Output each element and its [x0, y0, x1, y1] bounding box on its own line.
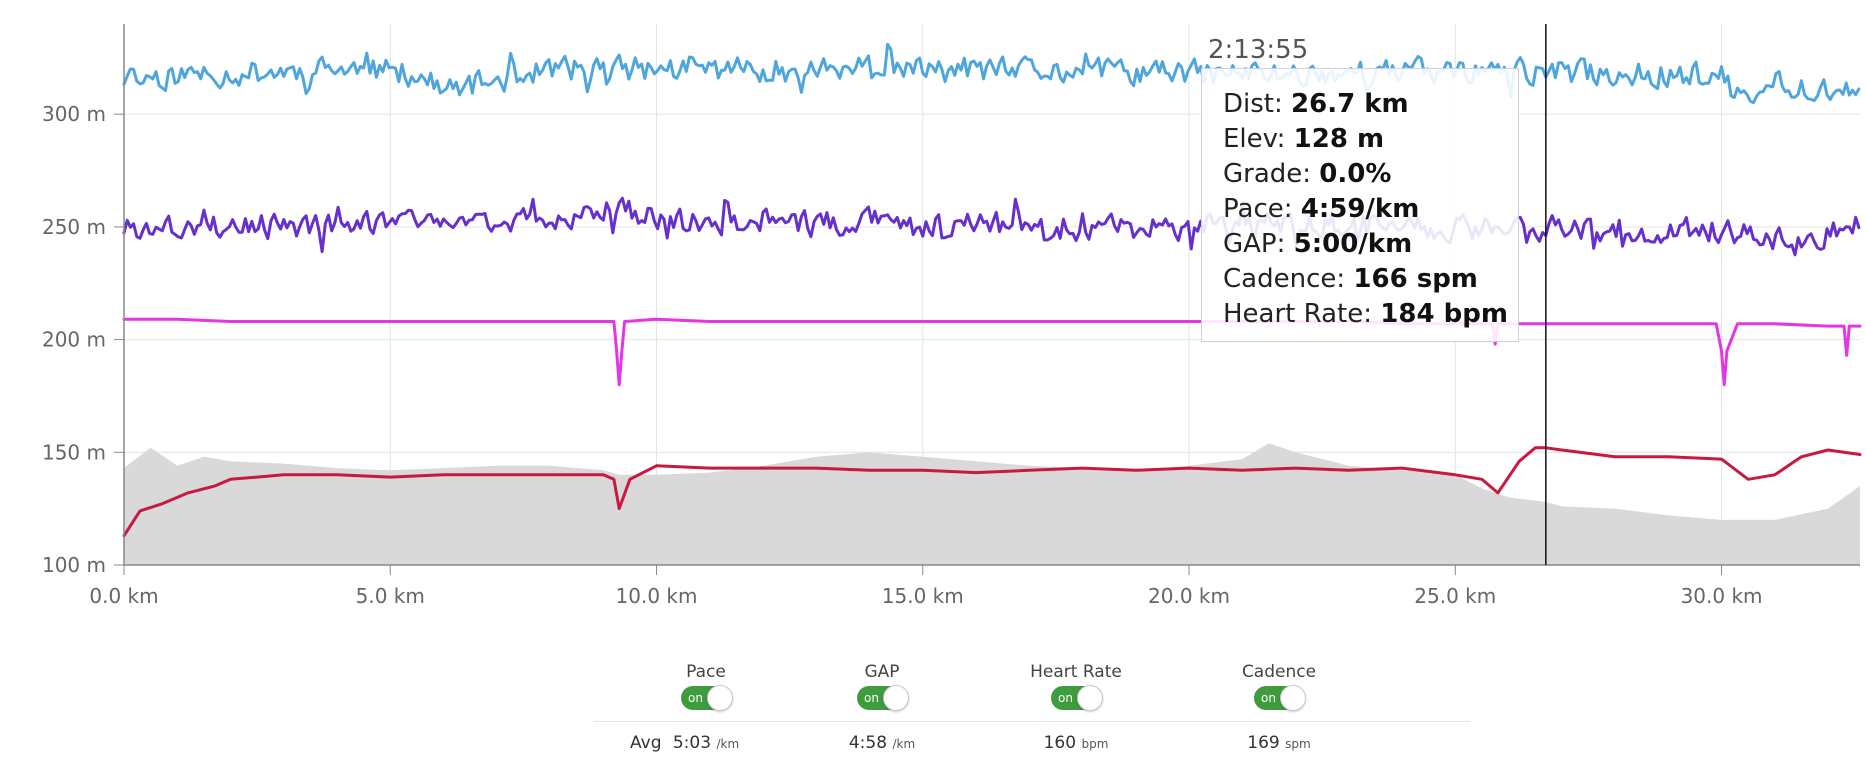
y-tick-label: 150 m [42, 440, 106, 464]
y-tick-label: 300 m [42, 102, 106, 126]
avg-unit: bpm [1081, 737, 1109, 751]
tooltip-label: Cadence: [1223, 264, 1354, 294]
y-tick-label: 250 m [42, 215, 106, 239]
tooltip-row-cadence: Cadence: 166 spm [1223, 262, 1518, 297]
toggle-cadence[interactable]: on [1254, 685, 1306, 711]
avg-unit: /km [716, 737, 740, 751]
tooltip-label: Heart Rate: [1223, 299, 1381, 329]
tooltip-value: 5:00/km [1293, 229, 1413, 259]
avg-value: 160 [1043, 733, 1077, 753]
tooltip-label: GAP: [1223, 229, 1294, 259]
tooltip-row-grade: Grade: 0.0% [1223, 157, 1518, 192]
tooltip-value: 166 spm [1353, 264, 1478, 294]
avg-unit: spm [1285, 737, 1311, 751]
toggle-text: on [688, 691, 703, 705]
grid-lines [124, 24, 1860, 566]
cursor-layer: 2:13:55 [1208, 24, 1547, 565]
series-controls: Pace on GAP on Heart Rate on Cadence on [594, 660, 1470, 760]
toggle-text: on [1058, 691, 1073, 705]
control-label-heart-rate: Heart Rate [1030, 662, 1122, 682]
series-elevation-area [124, 443, 1860, 565]
toggle-text: on [864, 691, 879, 705]
control-label-gap: GAP [864, 662, 900, 682]
toggle-knob [707, 685, 733, 711]
avg-pace: 5:03 /km [636, 733, 776, 753]
avg-divider [594, 721, 1470, 722]
x-tick-label: 0.0 km [89, 584, 158, 608]
avg-value: 4:58 [848, 733, 888, 753]
series-gap-line [122, 196, 1861, 257]
toggle-knob [1077, 685, 1103, 711]
toggle-pace[interactable]: on [681, 685, 733, 711]
control-pace: Pace on [636, 660, 776, 711]
tooltip-row-dist: Dist: 26.7 km [1223, 87, 1518, 122]
axes: 100 m 150 m 200 m 250 m 300 m 0.0 km 5.0 km 10.… [42, 24, 1860, 608]
tooltip-value: 128 m [1293, 124, 1385, 154]
x-tick-label: 20.0 km [1148, 584, 1230, 608]
tooltip-label: Elev: [1223, 124, 1294, 154]
tooltip-row-elev: Elev: 128 m [1223, 122, 1518, 157]
toggle-heart-rate[interactable]: on [1051, 685, 1103, 711]
avg-gap: 4:58 /km [812, 733, 952, 753]
tooltip-row-heart-rate: Heart Rate: 184 bpm [1223, 297, 1518, 332]
avg-value: 5:03 [672, 733, 712, 753]
tooltip-label: Grade: [1223, 159, 1320, 189]
toggle-text: on [1261, 691, 1276, 705]
x-tick-label: 30.0 km [1681, 584, 1763, 608]
avg-heart-rate: 160 bpm [1006, 733, 1146, 753]
control-cadence: Cadence on [1209, 660, 1349, 711]
tooltip-value: 26.7 km [1291, 89, 1409, 119]
x-tick-label: 10.0 km [616, 584, 698, 608]
series-layer [122, 42, 1862, 565]
series-pace-line [122, 42, 1861, 105]
cursor-time-label: 2:13:55 [1208, 35, 1308, 65]
series-cadence-line [122, 317, 1862, 387]
series-heart-rate-line [122, 446, 1862, 538]
tooltip: Dist: 26.7 km Elev: 128 m Grade: 0.0% Pa… [1201, 68, 1519, 342]
tooltip-value: 184 bpm [1380, 299, 1508, 329]
x-tick-label: 5.0 km [356, 584, 425, 608]
avg-value: 169 [1247, 733, 1280, 753]
avg-cadence: 169 spm [1209, 733, 1349, 753]
tooltip-value: 0.0% [1319, 159, 1392, 189]
chart: 100 m 150 m 200 m 250 m 300 m 0.0 km 5.0 km 10.… [42, 24, 1862, 608]
tooltip-row-pace: Pace: 4:59/km [1223, 192, 1518, 227]
control-label-pace: Pace [686, 662, 726, 682]
tooltip-row-gap: GAP: 5:00/km [1223, 227, 1518, 262]
control-label-cadence: Cadence [1241, 662, 1317, 682]
x-tick-label: 15.0 km [882, 584, 964, 608]
avg-unit: /km [892, 737, 916, 751]
control-heart-rate: Heart Rate on [1006, 660, 1146, 711]
tooltip-value: 4:59/km [1300, 194, 1420, 224]
y-tick-label: 200 m [42, 328, 106, 352]
tooltip-label: Pace: [1223, 194, 1301, 224]
toggle-gap[interactable]: on [857, 685, 909, 711]
control-gap: GAP on [812, 660, 952, 711]
toggle-knob [883, 685, 909, 711]
avg-label: Avg [630, 733, 662, 753]
toggle-knob [1280, 685, 1306, 711]
x-tick-label: 25.0 km [1414, 584, 1496, 608]
y-tick-label: 100 m [42, 553, 106, 577]
tooltip-label: Dist: [1223, 89, 1292, 119]
